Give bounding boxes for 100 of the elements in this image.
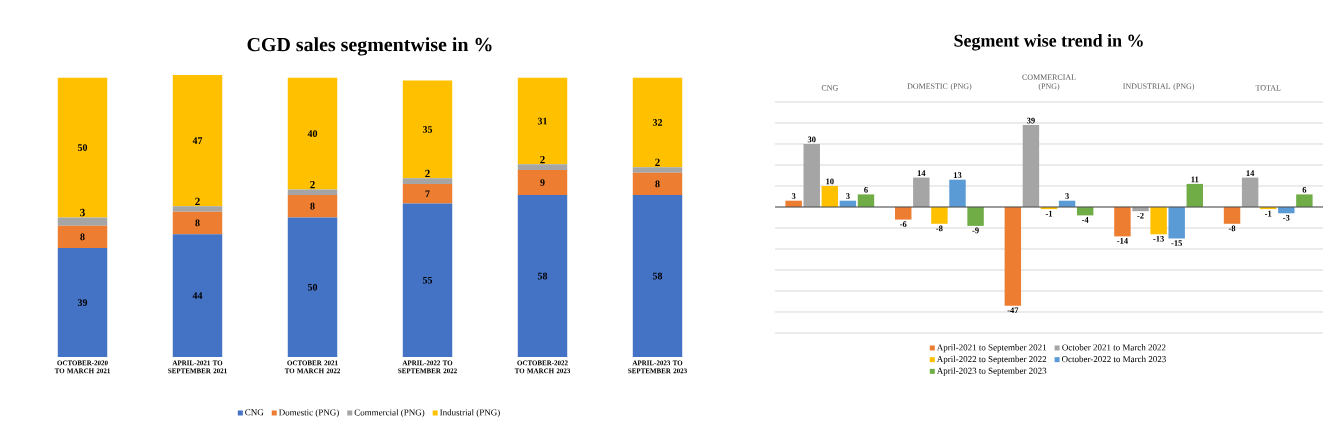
bar	[632, 167, 683, 173]
data-label: 50	[77, 144, 88, 151]
legend-label: April-2021 to September 2021	[936, 344, 1047, 353]
data-label: 2	[195, 197, 200, 206]
data-label: 7	[425, 190, 430, 197]
data-label: -2	[1137, 212, 1144, 219]
data-label: 50	[307, 283, 318, 291]
data-label: 3	[80, 208, 85, 217]
data-label: 6	[1302, 187, 1307, 193]
data-label: -15	[1171, 240, 1183, 246]
bar	[1022, 125, 1040, 207]
data-label: -13	[1153, 235, 1164, 242]
bar	[402, 80, 453, 179]
bar	[172, 234, 223, 357]
data-label: 55	[422, 276, 433, 284]
data-label: 39	[1027, 117, 1035, 124]
data-label: 47	[192, 137, 203, 144]
legend-label: CNG	[245, 409, 264, 416]
data-label: 58	[537, 272, 548, 280]
bar	[931, 207, 948, 224]
legend-label: Commercial (PNG)	[354, 409, 425, 418]
bar	[632, 195, 683, 357]
bar	[632, 172, 683, 196]
bar	[57, 225, 108, 249]
data-label: 14	[1246, 170, 1255, 176]
legend-label: October 2021 to March 2022	[1062, 344, 1166, 351]
data-label: 2	[655, 158, 660, 166]
bar	[172, 75, 223, 207]
data-label: 8	[655, 180, 660, 188]
legend-label: April-2023 to September 2023	[936, 367, 1047, 376]
bar	[287, 195, 338, 218]
data-label: 8	[195, 219, 200, 227]
bar	[857, 194, 875, 207]
data-label: 3	[846, 193, 850, 199]
bar	[821, 186, 839, 207]
bar	[172, 211, 223, 235]
legend-label: April-2022 to September 2022	[936, 355, 1047, 364]
data-label: 44	[192, 292, 203, 299]
legend-label: Domestic (PNG)	[278, 409, 339, 418]
bar	[1150, 207, 1167, 235]
data-label: 2	[310, 181, 315, 189]
bar	[517, 169, 568, 196]
chart-title: CGD sales segmentwise in %	[247, 37, 492, 56]
bar	[57, 217, 108, 226]
bar	[967, 207, 984, 226]
bar	[172, 206, 223, 212]
data-label: 8	[310, 202, 315, 210]
bar	[517, 164, 568, 170]
data-label: -9	[972, 227, 979, 234]
bar	[1223, 207, 1241, 224]
data-label: -3	[1283, 214, 1290, 221]
bar	[287, 217, 338, 357]
bar	[402, 203, 453, 357]
data-label: -8	[1228, 225, 1236, 232]
legend-label: Industrial (PNG)	[440, 409, 500, 418]
data-label: 2	[425, 169, 430, 178]
data-label: 8	[80, 233, 85, 241]
bar	[949, 179, 966, 207]
bar	[1296, 194, 1313, 207]
bar	[287, 77, 338, 190]
data-label: 35	[422, 126, 433, 133]
data-label: -8	[936, 225, 943, 232]
bar	[913, 177, 930, 207]
data-label: 13	[953, 172, 962, 178]
data-label: -4	[1081, 217, 1089, 223]
bar	[1168, 207, 1185, 239]
bar	[287, 189, 338, 196]
data-label: 39	[77, 299, 88, 306]
data-label: -47	[1007, 307, 1019, 313]
data-label: 10	[826, 178, 834, 185]
data-label: -6	[900, 221, 907, 227]
data-label: 14	[917, 170, 926, 176]
bar	[895, 207, 912, 220]
bar	[1004, 207, 1022, 306]
data-label: 3	[791, 193, 796, 199]
data-label: 58	[652, 272, 663, 280]
bar	[402, 183, 453, 204]
bar	[57, 248, 108, 357]
data-label: 40	[307, 130, 318, 137]
bar	[632, 77, 683, 168]
bar	[517, 77, 568, 165]
data-label: 32	[652, 119, 663, 126]
bar	[1186, 183, 1203, 207]
data-label: -1	[1045, 210, 1053, 217]
bar	[1241, 177, 1259, 207]
legend-label: October-2022 to March 2023	[1061, 355, 1166, 363]
bar	[517, 195, 568, 357]
data-label: 30	[807, 136, 816, 143]
data-label: -14	[1117, 238, 1128, 244]
data-label: -1	[1265, 210, 1272, 217]
data-label: 6	[864, 187, 868, 193]
data-label: 31	[537, 117, 547, 125]
data-label: 11	[1191, 176, 1199, 183]
bar	[803, 144, 820, 207]
chart-title: Segment wise trend in %	[954, 34, 1143, 51]
bar	[402, 178, 453, 184]
data-label: 9	[540, 179, 545, 186]
data-label: 2	[540, 155, 545, 164]
bar	[1114, 207, 1131, 237]
data-label: 3	[1065, 193, 1069, 199]
